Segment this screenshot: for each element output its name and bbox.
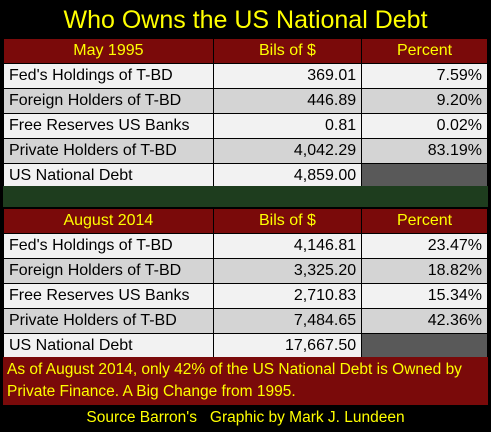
table-row-national-debt: US National Debt 4,859.00: [3, 163, 488, 189]
bils-value: 369.01: [212, 63, 363, 89]
percent-value: 23.47%: [361, 233, 488, 259]
row-label: Foreign Holders of T-BD: [3, 88, 214, 114]
table-header-row: May 1995 Bils of $ Percent: [3, 38, 488, 64]
row-label: Private Holders of T-BD: [3, 308, 214, 334]
table-row-free-reserves: Free Reserves US Banks 0.81 0.02%: [3, 113, 488, 139]
bils-value: 4,859.00: [212, 163, 363, 189]
table-august-2014: August 2014 Bils of $ Percent Fed's Hold…: [3, 208, 488, 359]
table-header-row: August 2014 Bils of $ Percent: [3, 208, 488, 234]
row-label: Free Reserves US Banks: [3, 283, 214, 309]
bils-value: 17,667.50: [212, 333, 363, 359]
percent-value: 15.34%: [361, 283, 488, 309]
source-credit: Source Barron's Graphic by Mark J. Lunde…: [86, 409, 405, 426]
bils-value: 2,710.83: [212, 283, 363, 309]
period-header: May 1995: [3, 38, 214, 64]
table-row-foreign-holders: Foreign Holders of T-BD 3,325.20 18.82%: [3, 258, 488, 284]
table-row-national-debt: US National Debt 17,667.50: [3, 333, 488, 359]
section-divider: [3, 186, 488, 207]
table-may-1995: May 1995 Bils of $ Percent Fed's Holding…: [3, 38, 488, 189]
bils-column-header: Bils of $: [212, 38, 363, 64]
empty-percent-cell: [361, 333, 488, 359]
bils-value: 7,484.65: [212, 308, 363, 334]
percent-column-header: Percent: [361, 38, 488, 64]
percent-value: 42.36%: [361, 308, 488, 334]
percent-value: 0.02%: [361, 113, 488, 139]
period-header: August 2014: [3, 208, 214, 234]
row-label: Fed's Holdings of T-BD: [3, 233, 214, 259]
bils-column-header: Bils of $: [212, 208, 363, 234]
table-row-fed-holdings: Fed's Holdings of T-BD 4,146.81 23.47%: [3, 233, 488, 259]
percent-value: 18.82%: [361, 258, 488, 284]
percent-value: 83.19%: [361, 138, 488, 164]
bils-value: 4,146.81: [212, 233, 363, 259]
bils-value: 4,042.29: [212, 138, 363, 164]
percent-value: 9.20%: [361, 88, 488, 114]
summary-note: As of August 2014, only 42% of the US Na…: [3, 357, 488, 405]
percent-value: 7.59%: [361, 63, 488, 89]
row-label: US National Debt: [3, 163, 214, 189]
table-row-private-holders: Private Holders of T-BD 7,484.65 42.36%: [3, 308, 488, 334]
table-row-free-reserves: Free Reserves US Banks 2,710.83 15.34%: [3, 283, 488, 309]
row-label: Foreign Holders of T-BD: [3, 258, 214, 284]
percent-column-header: Percent: [361, 208, 488, 234]
row-label: Fed's Holdings of T-BD: [3, 63, 214, 89]
bils-value: 3,325.20: [212, 258, 363, 284]
bils-value: 0.81: [212, 113, 363, 139]
table-row-fed-holdings: Fed's Holdings of T-BD 369.01 7.59%: [3, 63, 488, 89]
empty-percent-cell: [361, 163, 488, 189]
graphic-title: Who Owns the US National Debt: [63, 6, 428, 34]
row-label: Private Holders of T-BD: [3, 138, 214, 164]
table-row-private-holders: Private Holders of T-BD 4,042.29 83.19%: [3, 138, 488, 164]
row-label: US National Debt: [3, 333, 214, 359]
bils-value: 446.89: [212, 88, 363, 114]
row-label: Free Reserves US Banks: [3, 113, 214, 139]
table-row-foreign-holders: Foreign Holders of T-BD 446.89 9.20%: [3, 88, 488, 114]
